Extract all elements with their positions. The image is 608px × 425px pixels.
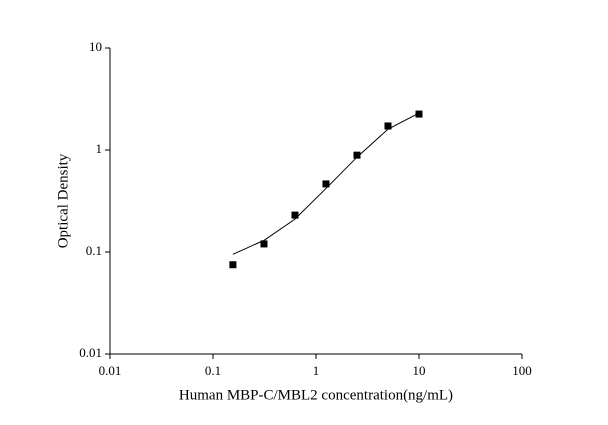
x-tick-label: 0.01 — [99, 363, 122, 378]
x-tick-label: 1 — [313, 363, 320, 378]
y-axis-label: Optical Density — [55, 153, 71, 248]
data-point — [229, 261, 237, 269]
y-tick-label: 10 — [89, 39, 102, 54]
data-point — [291, 211, 299, 219]
x-tick-label: 0.1 — [205, 363, 221, 378]
data-point — [384, 122, 392, 130]
x-tick-label: 10 — [413, 363, 426, 378]
y-tick-label: 0.01 — [79, 345, 102, 360]
fit-curve — [232, 112, 420, 255]
data-point — [260, 240, 268, 248]
data-point — [353, 151, 361, 159]
y-tick-label: 0.1 — [86, 243, 102, 258]
x-tick-label: 100 — [512, 363, 532, 378]
y-tick-label: 1 — [96, 141, 103, 156]
data-point — [415, 110, 423, 118]
data-point — [322, 180, 330, 188]
x-axis-label: Human MBP-C/MBL2 concentration(ng/mL) — [179, 387, 453, 403]
